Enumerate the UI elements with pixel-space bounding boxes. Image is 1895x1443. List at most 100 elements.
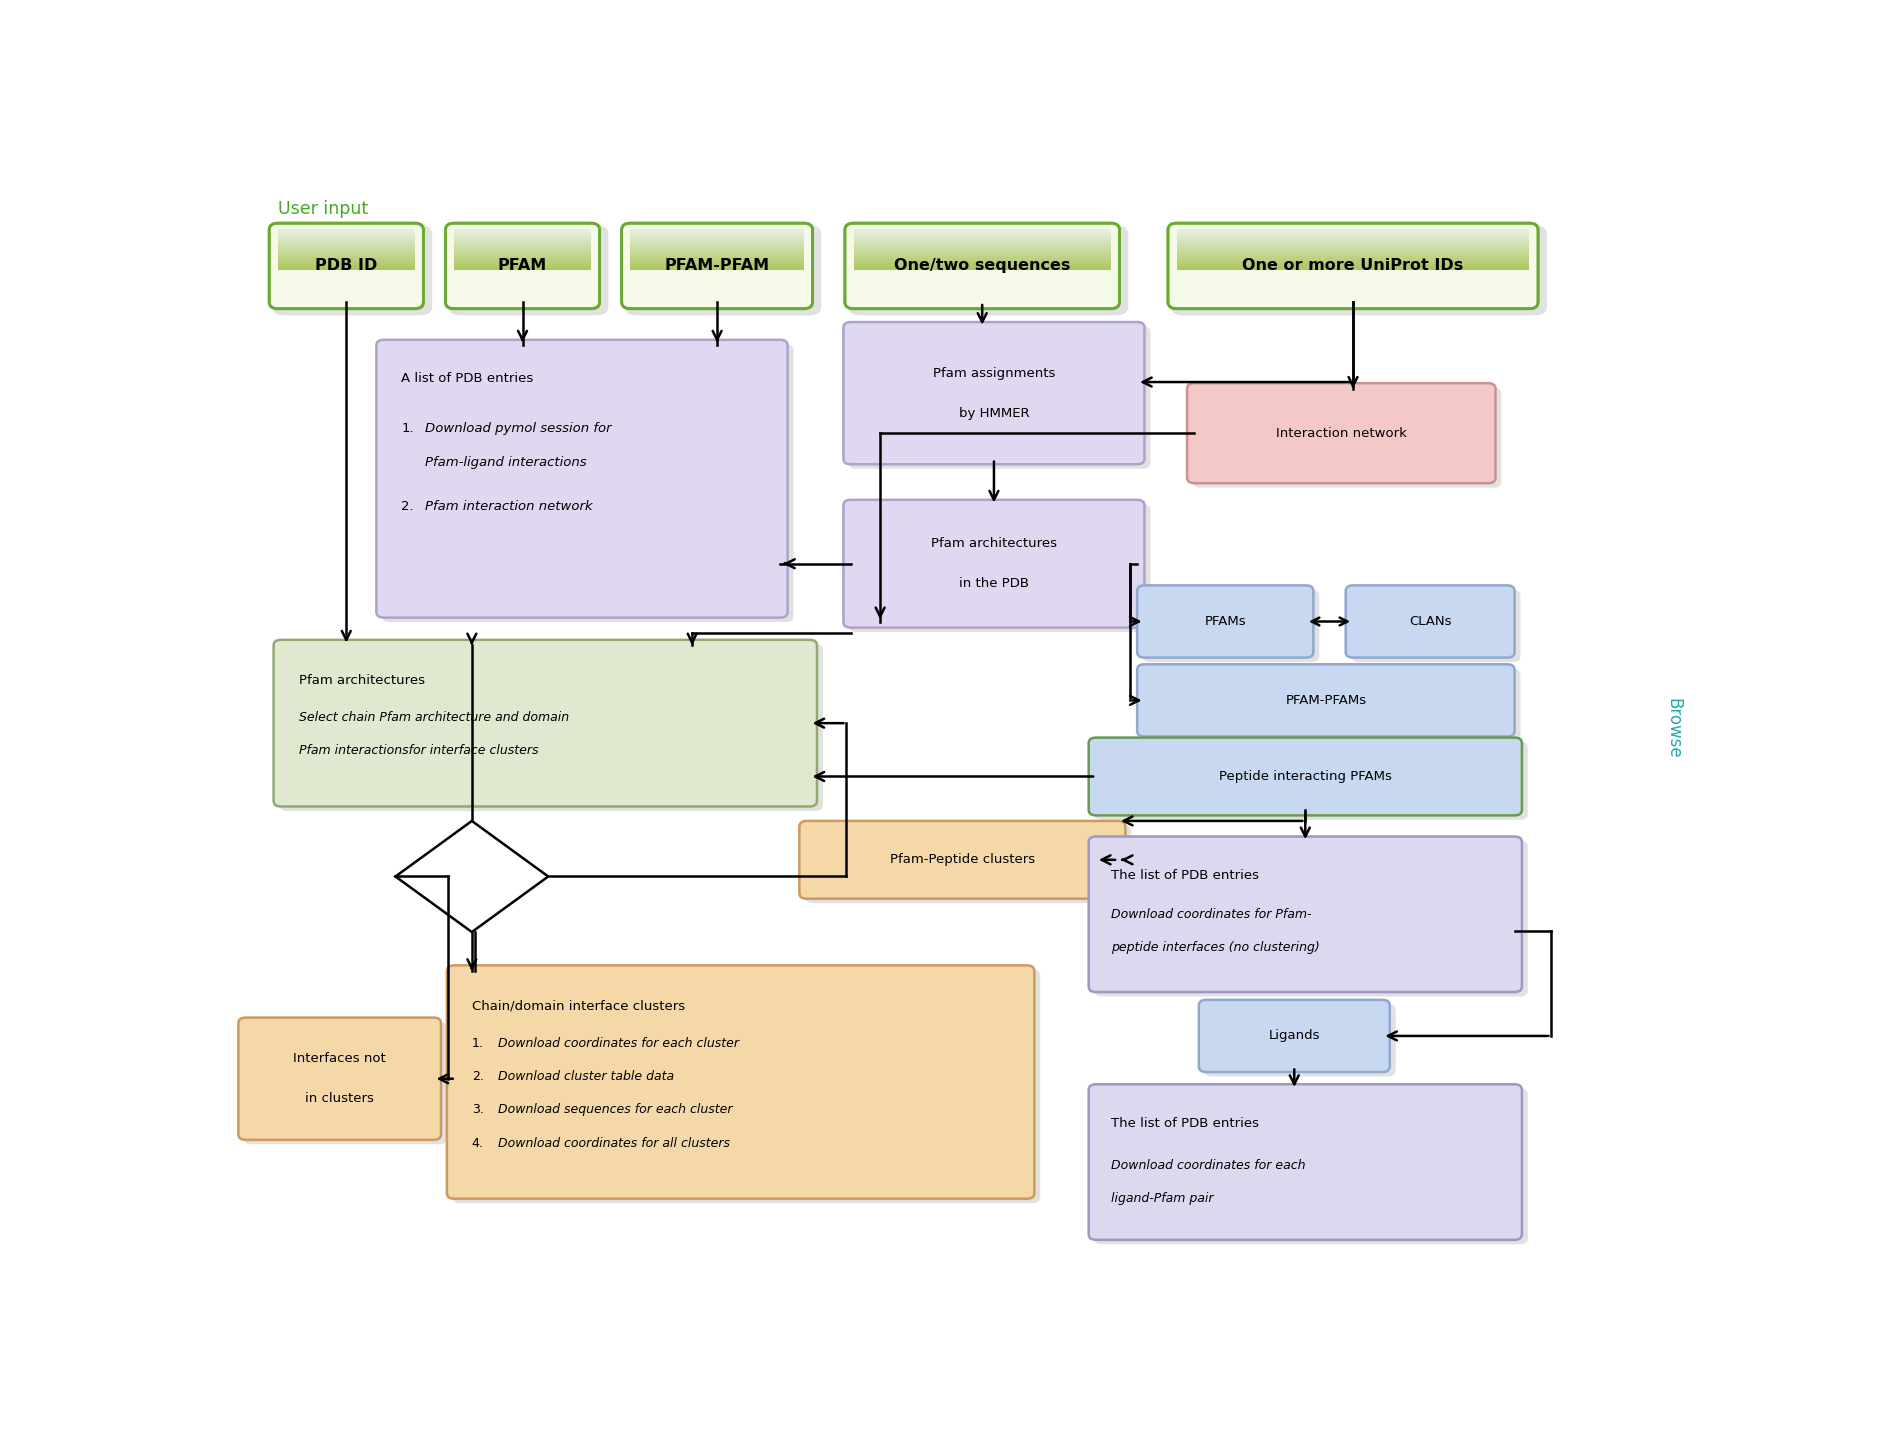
Polygon shape bbox=[396, 821, 548, 932]
FancyBboxPatch shape bbox=[279, 232, 415, 235]
FancyBboxPatch shape bbox=[279, 237, 415, 240]
FancyBboxPatch shape bbox=[273, 639, 817, 807]
Text: 2.: 2. bbox=[472, 1071, 483, 1084]
FancyBboxPatch shape bbox=[453, 970, 1040, 1203]
FancyBboxPatch shape bbox=[1200, 1000, 1389, 1072]
FancyBboxPatch shape bbox=[853, 241, 1110, 244]
FancyBboxPatch shape bbox=[1088, 837, 1522, 991]
FancyBboxPatch shape bbox=[853, 257, 1110, 260]
FancyBboxPatch shape bbox=[445, 224, 599, 309]
FancyBboxPatch shape bbox=[1137, 586, 1313, 658]
Text: User input: User input bbox=[279, 199, 368, 218]
Text: Interaction network: Interaction network bbox=[1275, 427, 1406, 440]
FancyBboxPatch shape bbox=[631, 232, 803, 235]
Text: 2.: 2. bbox=[402, 499, 413, 514]
FancyBboxPatch shape bbox=[455, 238, 591, 242]
FancyBboxPatch shape bbox=[1137, 664, 1514, 736]
Text: 1.: 1. bbox=[402, 423, 413, 436]
FancyBboxPatch shape bbox=[1088, 737, 1522, 815]
FancyBboxPatch shape bbox=[631, 264, 803, 267]
FancyBboxPatch shape bbox=[1177, 238, 1529, 242]
FancyBboxPatch shape bbox=[1095, 1088, 1527, 1244]
FancyBboxPatch shape bbox=[631, 261, 803, 264]
FancyBboxPatch shape bbox=[1177, 241, 1529, 244]
Text: Download sequences for each cluster: Download sequences for each cluster bbox=[498, 1104, 733, 1117]
Text: Pfam-ligand interactions: Pfam-ligand interactions bbox=[424, 456, 586, 469]
FancyBboxPatch shape bbox=[279, 644, 822, 811]
Text: Download coordinates for all clusters: Download coordinates for all clusters bbox=[498, 1137, 730, 1150]
FancyBboxPatch shape bbox=[631, 253, 803, 255]
FancyBboxPatch shape bbox=[1177, 264, 1529, 267]
FancyBboxPatch shape bbox=[455, 257, 591, 260]
FancyBboxPatch shape bbox=[279, 245, 415, 248]
FancyBboxPatch shape bbox=[279, 261, 415, 264]
FancyBboxPatch shape bbox=[455, 267, 591, 270]
FancyBboxPatch shape bbox=[279, 242, 415, 245]
Text: Download coordinates for each cluster: Download coordinates for each cluster bbox=[498, 1036, 739, 1049]
Text: 1.: 1. bbox=[472, 1036, 483, 1049]
FancyBboxPatch shape bbox=[455, 237, 591, 240]
FancyBboxPatch shape bbox=[455, 254, 591, 258]
FancyBboxPatch shape bbox=[447, 965, 1035, 1199]
FancyBboxPatch shape bbox=[853, 267, 1110, 270]
FancyBboxPatch shape bbox=[849, 326, 1150, 469]
FancyBboxPatch shape bbox=[622, 224, 813, 309]
Text: Chain/domain interface clusters: Chain/domain interface clusters bbox=[472, 1000, 684, 1013]
FancyBboxPatch shape bbox=[853, 254, 1110, 258]
FancyBboxPatch shape bbox=[455, 231, 591, 234]
FancyBboxPatch shape bbox=[455, 247, 591, 250]
FancyBboxPatch shape bbox=[853, 242, 1110, 245]
FancyBboxPatch shape bbox=[279, 258, 415, 261]
FancyBboxPatch shape bbox=[631, 258, 803, 261]
FancyBboxPatch shape bbox=[455, 258, 591, 261]
FancyBboxPatch shape bbox=[279, 264, 415, 267]
FancyBboxPatch shape bbox=[853, 238, 1110, 242]
FancyBboxPatch shape bbox=[631, 254, 803, 258]
FancyBboxPatch shape bbox=[1177, 237, 1529, 240]
FancyBboxPatch shape bbox=[449, 225, 608, 316]
FancyBboxPatch shape bbox=[279, 238, 415, 242]
FancyBboxPatch shape bbox=[279, 263, 415, 266]
FancyBboxPatch shape bbox=[1177, 248, 1529, 251]
FancyBboxPatch shape bbox=[1177, 232, 1529, 235]
FancyBboxPatch shape bbox=[1177, 258, 1529, 261]
FancyBboxPatch shape bbox=[455, 232, 591, 235]
FancyBboxPatch shape bbox=[1095, 742, 1527, 820]
FancyBboxPatch shape bbox=[455, 242, 591, 245]
FancyBboxPatch shape bbox=[1177, 245, 1529, 248]
FancyBboxPatch shape bbox=[383, 345, 794, 622]
FancyBboxPatch shape bbox=[631, 231, 803, 234]
FancyBboxPatch shape bbox=[853, 253, 1110, 255]
Text: ligand-Pfam pair: ligand-Pfam pair bbox=[1110, 1192, 1213, 1205]
FancyBboxPatch shape bbox=[631, 238, 803, 242]
FancyBboxPatch shape bbox=[1088, 1084, 1522, 1240]
FancyBboxPatch shape bbox=[273, 225, 432, 316]
Text: by HMMER: by HMMER bbox=[959, 407, 1029, 420]
Text: PFAM: PFAM bbox=[498, 258, 548, 273]
FancyBboxPatch shape bbox=[1167, 224, 1539, 309]
FancyBboxPatch shape bbox=[1177, 261, 1529, 264]
FancyBboxPatch shape bbox=[853, 232, 1110, 235]
FancyBboxPatch shape bbox=[455, 253, 591, 255]
Text: Pfam architectures: Pfam architectures bbox=[299, 674, 424, 687]
FancyBboxPatch shape bbox=[631, 251, 803, 254]
FancyBboxPatch shape bbox=[853, 247, 1110, 250]
Text: Peptide interacting PFAMs: Peptide interacting PFAMs bbox=[1218, 771, 1391, 784]
FancyBboxPatch shape bbox=[279, 231, 415, 234]
FancyBboxPatch shape bbox=[1194, 388, 1501, 488]
FancyBboxPatch shape bbox=[625, 225, 821, 316]
FancyBboxPatch shape bbox=[853, 258, 1110, 261]
FancyBboxPatch shape bbox=[279, 228, 415, 232]
Text: peptide interfaces (no clustering): peptide interfaces (no clustering) bbox=[1110, 941, 1319, 954]
Text: 4.: 4. bbox=[472, 1137, 483, 1150]
FancyBboxPatch shape bbox=[1186, 384, 1495, 483]
FancyBboxPatch shape bbox=[631, 248, 803, 251]
FancyBboxPatch shape bbox=[853, 248, 1110, 251]
FancyBboxPatch shape bbox=[631, 263, 803, 266]
FancyBboxPatch shape bbox=[279, 267, 415, 270]
FancyBboxPatch shape bbox=[455, 264, 591, 267]
FancyBboxPatch shape bbox=[1143, 668, 1520, 740]
FancyBboxPatch shape bbox=[279, 247, 415, 250]
FancyBboxPatch shape bbox=[631, 247, 803, 250]
Text: Pfam architectures: Pfam architectures bbox=[930, 537, 1057, 550]
